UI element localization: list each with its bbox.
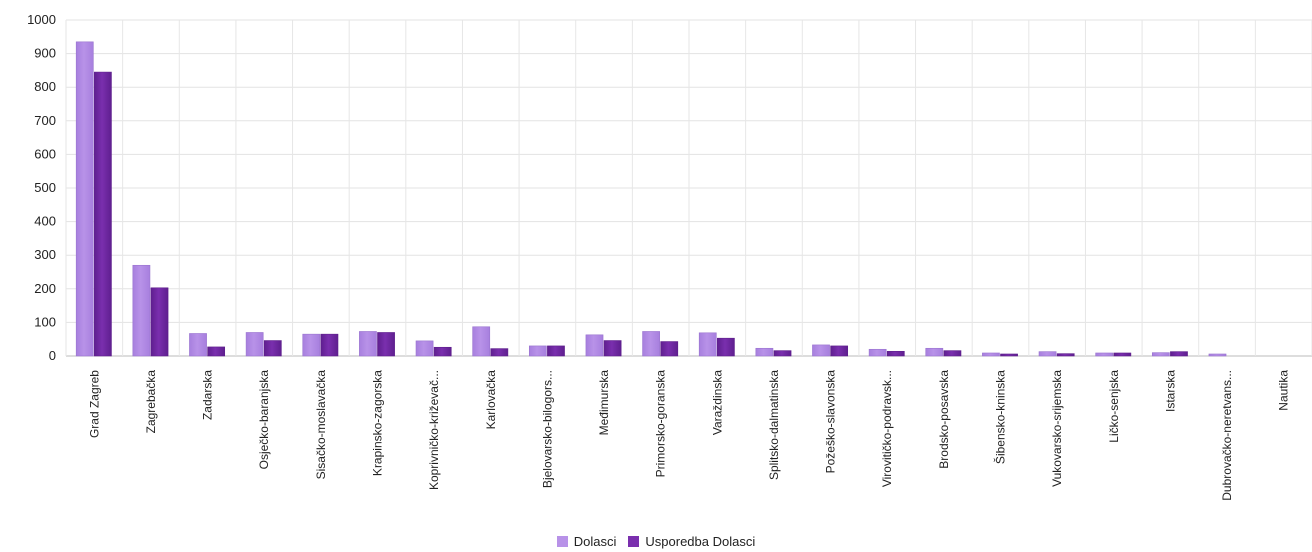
x-tick-label: Koprivničko-križevač... xyxy=(427,370,441,490)
bar-usporedba-dolasci[interactable] xyxy=(490,348,509,357)
legend-label-usporedba-dolasci: Usporedba Dolasci xyxy=(645,534,756,549)
y-tick-label: 1000 xyxy=(27,12,56,27)
bar-usporedba-dolasci[interactable] xyxy=(1056,353,1075,357)
legend-swatch-usporedba-dolasci xyxy=(628,536,640,547)
x-tick-label: Dubrovačko-neretvans... xyxy=(1220,370,1234,501)
x-tick-label: Požeško-slavonska xyxy=(824,370,838,474)
bar-dolasci[interactable] xyxy=(132,264,151,357)
bar-usporedba-dolasci[interactable] xyxy=(830,345,849,357)
bar-dolasci[interactable] xyxy=(1151,352,1170,357)
bar-dolasci[interactable] xyxy=(925,347,944,357)
bar-dolasci[interactable] xyxy=(472,326,491,357)
bar-dolasci[interactable] xyxy=(755,347,774,357)
bar-dolasci[interactable] xyxy=(642,331,660,357)
y-tick-label: 800 xyxy=(34,79,56,94)
x-tick-label: Ličko-senjska xyxy=(1107,370,1121,443)
x-tick-label: Varaždinska xyxy=(710,370,724,435)
bar-dolasci[interactable] xyxy=(528,345,547,357)
y-tick-label: 600 xyxy=(34,146,56,161)
y-tick-label: 900 xyxy=(34,46,56,61)
bar-usporedba-dolasci[interactable] xyxy=(207,346,226,357)
y-tick-label: 400 xyxy=(34,214,56,229)
bar-usporedba-dolasci[interactable] xyxy=(263,340,282,357)
x-tick-label: Karlovačka xyxy=(484,370,498,430)
bar-usporedba-dolasci[interactable] xyxy=(943,350,962,357)
x-tick-label: Bjelovarsko-bilogors... xyxy=(540,370,554,488)
bar-dolasci[interactable] xyxy=(75,41,94,357)
y-tick-label: 500 xyxy=(34,180,56,195)
bar-dolasci[interactable] xyxy=(1038,351,1057,357)
bar-usporedba-dolasci[interactable] xyxy=(94,71,112,357)
bar-usporedba-dolasci[interactable] xyxy=(603,340,622,357)
bar-usporedba-dolasci[interactable] xyxy=(1170,351,1188,357)
bar-dolasci[interactable] xyxy=(585,334,604,357)
bars-layer xyxy=(75,41,1227,357)
x-tick-label: Zadarska xyxy=(201,370,215,420)
bar-usporedba-dolasci[interactable] xyxy=(717,337,735,357)
y-tick-label: 0 xyxy=(49,348,56,363)
bar-usporedba-dolasci[interactable] xyxy=(773,350,792,357)
bar-usporedba-dolasci[interactable] xyxy=(1113,352,1132,357)
bar-usporedba-dolasci[interactable] xyxy=(660,341,679,357)
x-tick-label: Međimurska xyxy=(597,370,611,436)
y-tick-label: 300 xyxy=(34,247,56,262)
x-tick-label: Vukovarsko-srijemska xyxy=(1050,370,1064,487)
x-tick-label: Splitsko-dalmatinska xyxy=(767,370,781,480)
y-tick-label: 100 xyxy=(34,314,56,329)
axis-layer: 0 100 200 300 400 500 600 700 800 900 1000 Grad Zag… xyxy=(27,12,1291,501)
x-tick-label: Nautika xyxy=(1277,370,1291,411)
bar-dolasci[interactable] xyxy=(359,331,377,357)
bar-dolasci[interactable] xyxy=(1095,352,1114,357)
bar-usporedba-dolasci[interactable] xyxy=(547,345,565,357)
bar-dolasci[interactable] xyxy=(245,332,264,357)
x-tick-label: Zagrebačka xyxy=(144,370,158,434)
bar-dolasci[interactable] xyxy=(698,332,717,357)
bar-dolasci[interactable] xyxy=(982,352,1000,357)
bar-usporedba-dolasci[interactable] xyxy=(150,287,169,357)
x-tick-label: Istarska xyxy=(1163,370,1177,412)
legend-item-usporedba-dolasci[interactable]: Usporedba Dolasci xyxy=(628,534,755,549)
y-tick-label: 700 xyxy=(34,113,56,128)
bar-dolasci[interactable] xyxy=(302,333,321,357)
x-tick-label: Osječko-baranjska xyxy=(257,370,271,470)
grid-layer xyxy=(65,19,1312,357)
bar-usporedba-dolasci[interactable] xyxy=(433,346,452,357)
bar-dolasci[interactable] xyxy=(868,348,887,357)
x-tick-label: Krapinsko-zagorska xyxy=(371,370,385,476)
bar-dolasci[interactable] xyxy=(1208,353,1227,357)
bar-usporedba-dolasci[interactable] xyxy=(886,350,905,357)
legend-label-dolasci: Dolasci xyxy=(573,534,617,549)
x-tick-label: Primorsko-goranska xyxy=(654,370,668,478)
legend-item-dolasci[interactable]: Dolasci xyxy=(556,534,617,549)
x-tick-label: Brodsko-posavska xyxy=(937,370,951,469)
y-tick-label: 200 xyxy=(34,281,56,296)
bar-usporedba-dolasci[interactable] xyxy=(320,333,339,357)
bar-dolasci[interactable] xyxy=(415,340,434,357)
x-tick-label: Virovitičko-podravsk... xyxy=(880,370,894,487)
bar-dolasci[interactable] xyxy=(812,344,830,357)
bar-usporedba-dolasci[interactable] xyxy=(1000,353,1018,357)
bar-usporedba-dolasci[interactable] xyxy=(377,332,395,357)
x-tick-label: Sisačko-moslavačka xyxy=(314,370,328,480)
bar-dolasci[interactable] xyxy=(189,333,207,357)
legend: Dolasci Usporedba Dolasci xyxy=(0,534,1312,549)
legend-swatch-dolasci xyxy=(556,536,568,547)
x-tick-label: Šibensko-kninska xyxy=(993,370,1008,464)
x-tick-label: Grad Zagreb xyxy=(87,370,101,438)
